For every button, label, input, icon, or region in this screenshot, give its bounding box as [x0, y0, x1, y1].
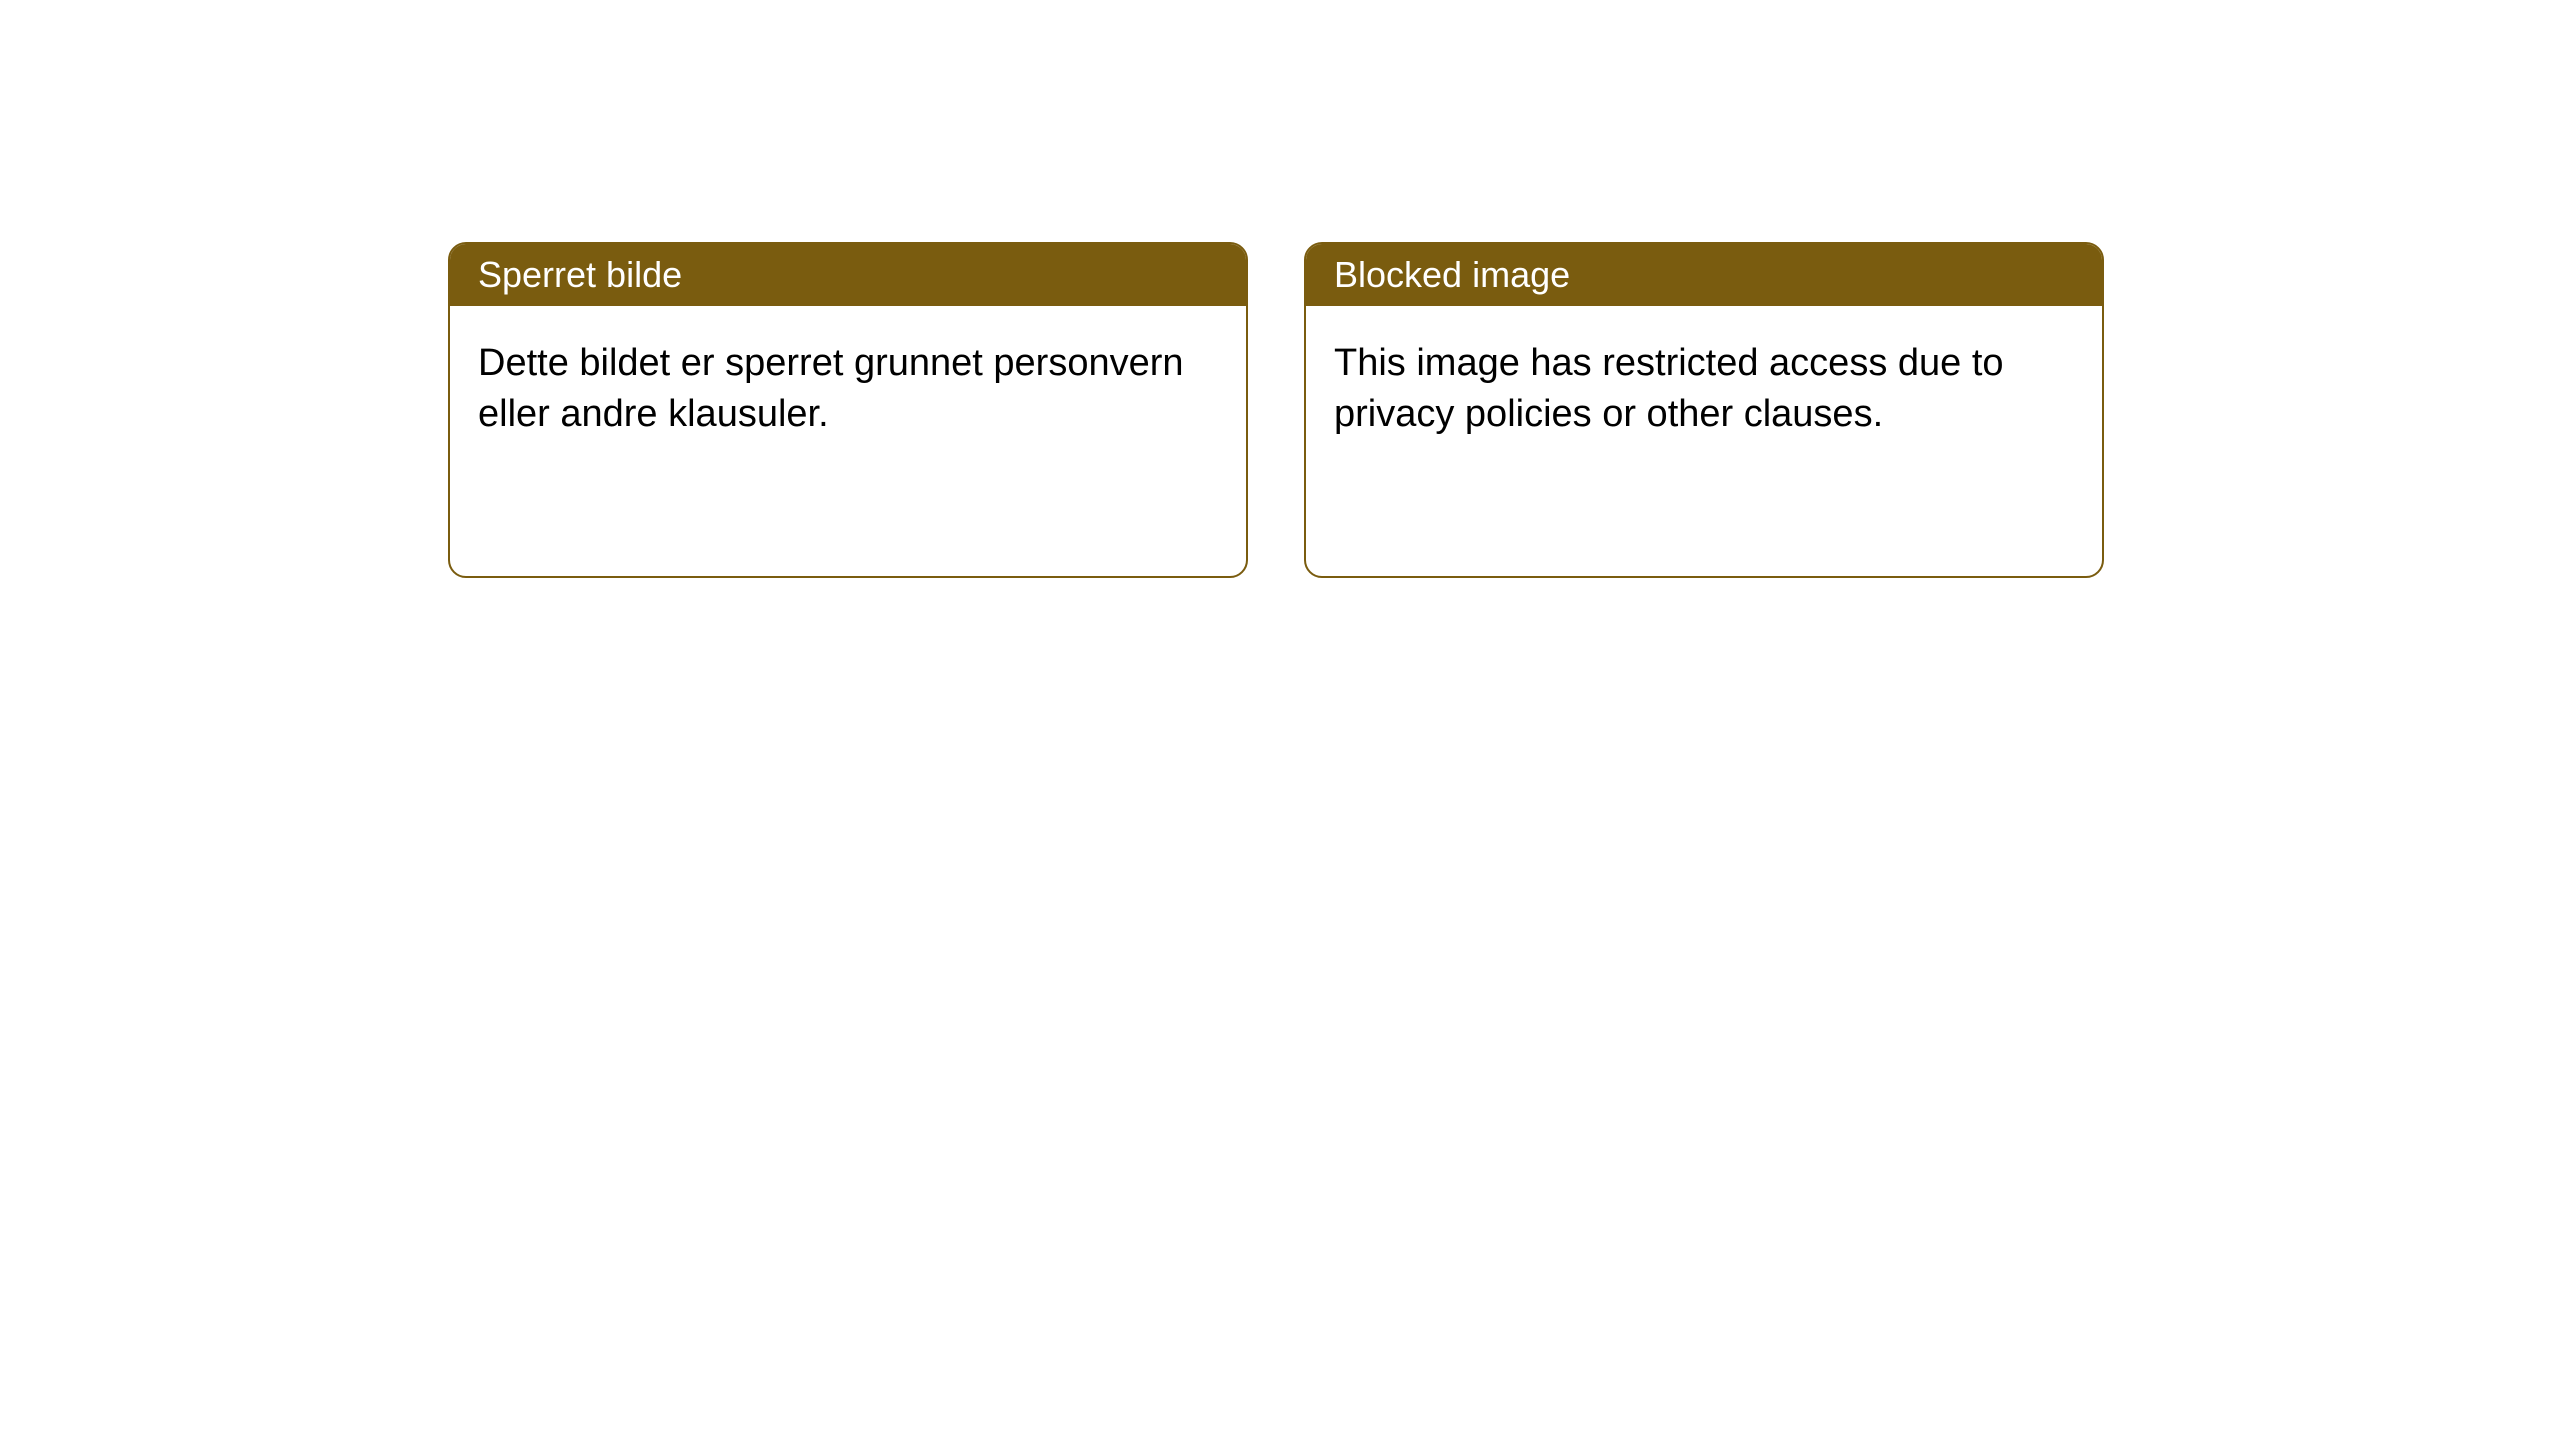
notice-cards-container: Sperret bilde Dette bildet er sperret gr…: [448, 242, 2104, 578]
card-message: Dette bildet er sperret grunnet personve…: [478, 338, 1218, 441]
card-header: Blocked image: [1306, 244, 2102, 306]
card-header: Sperret bilde: [450, 244, 1246, 306]
card-title: Blocked image: [1334, 254, 1570, 295]
card-title: Sperret bilde: [478, 254, 682, 295]
card-body: This image has restricted access due to …: [1306, 306, 2102, 576]
notice-card-english: Blocked image This image has restricted …: [1304, 242, 2104, 578]
notice-card-norwegian: Sperret bilde Dette bildet er sperret gr…: [448, 242, 1248, 578]
card-message: This image has restricted access due to …: [1334, 338, 2074, 441]
card-body: Dette bildet er sperret grunnet personve…: [450, 306, 1246, 576]
